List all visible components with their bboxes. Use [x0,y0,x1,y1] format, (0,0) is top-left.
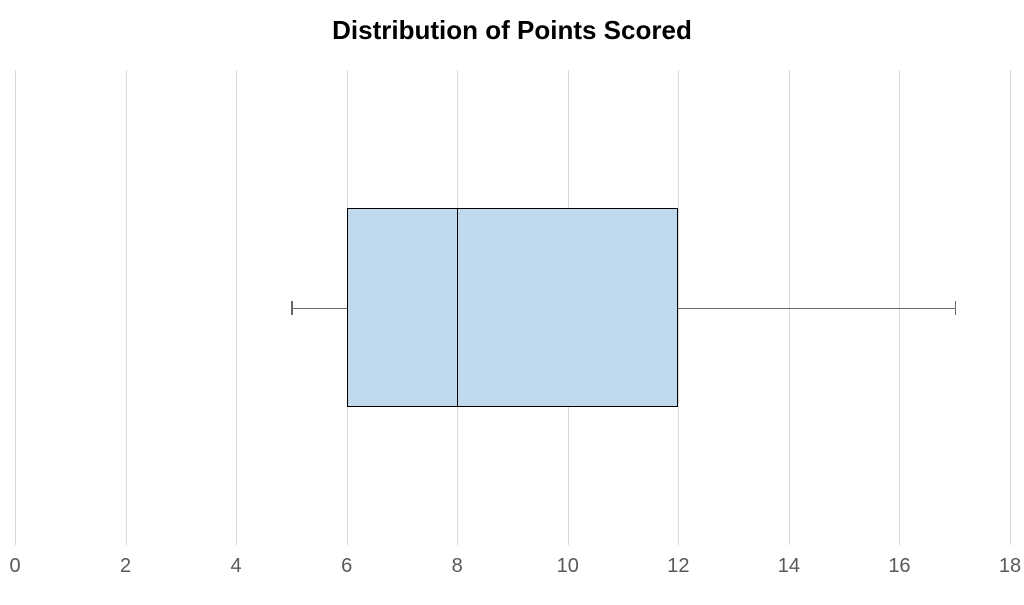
x-tick-label: 12 [667,555,689,578]
x-tick-label: 6 [341,555,352,578]
grid-line [126,70,127,545]
whisker-max-cap [955,301,957,315]
iqr-box [347,208,679,408]
whisker-min-cap [291,301,293,315]
whisker-max-line [678,308,954,310]
whisker-min-line [291,308,346,310]
x-tick-label: 18 [999,555,1021,578]
grid-line [236,70,237,545]
median-line [457,208,458,408]
x-tick-label: 14 [778,555,800,578]
grid-line [1010,70,1011,545]
x-tick-label: 0 [9,555,20,578]
x-tick-label: 8 [452,555,463,578]
chart-container: Distribution of Points Scored 0246810121… [0,0,1024,605]
x-tick-label: 10 [557,555,579,578]
plot-area: 024681012141618 [15,70,1010,545]
x-tick-label: 2 [120,555,131,578]
grid-line [15,70,16,545]
x-tick-label: 4 [231,555,242,578]
chart-title: Distribution of Points Scored [0,15,1024,46]
x-tick-label: 16 [888,555,910,578]
